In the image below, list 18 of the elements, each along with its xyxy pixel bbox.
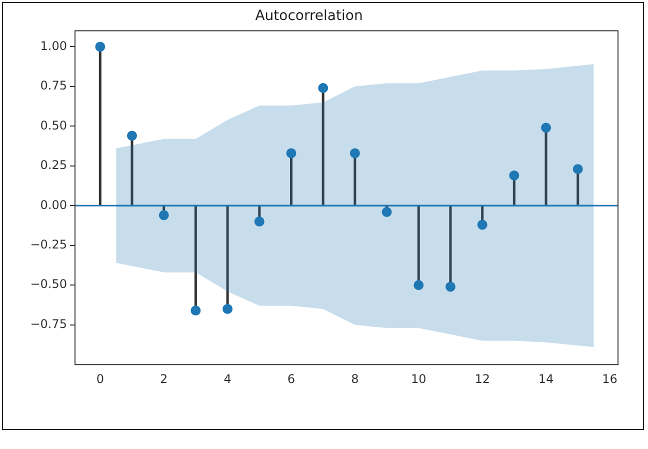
x-tick-label: 14: [538, 372, 554, 386]
x-tick-label: 6: [287, 372, 296, 386]
y-tick-label: −0.75: [30, 316, 67, 331]
x-tick-label: 4: [224, 372, 232, 386]
x-tick-label: 16: [602, 372, 618, 386]
y-tick-label: −0.25: [30, 238, 67, 252]
y-tick-label: 0.75: [40, 78, 67, 93]
chart-title: Autocorrelation: [255, 8, 363, 24]
x-tick-label: 0: [96, 372, 104, 386]
y-tick-label: −0.50: [30, 277, 67, 292]
x-tick-label: 2: [160, 372, 168, 386]
x-tick-label: 12: [474, 372, 490, 386]
x-tick-label: 8: [351, 372, 359, 386]
y-tick-label: 1.00: [40, 38, 67, 53]
y-tick-label: 0.25: [40, 158, 67, 172]
y-tick-label: 0.00: [40, 198, 67, 212]
y-tick-label: 0.50: [40, 118, 67, 132]
x-tick-label: 10: [410, 372, 426, 386]
